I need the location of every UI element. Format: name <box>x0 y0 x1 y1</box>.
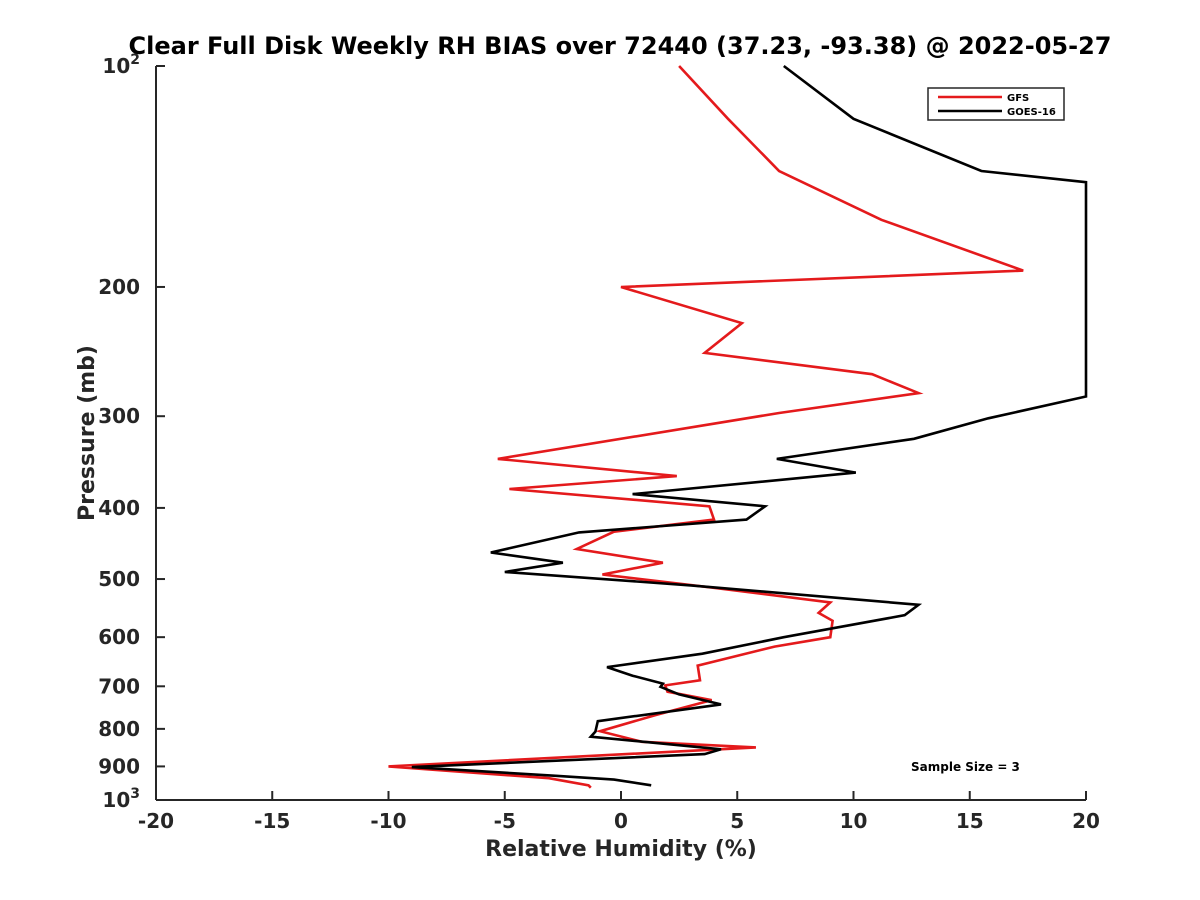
series-line-gfs <box>388 65 1024 789</box>
series-line-goes16 <box>411 64 1088 787</box>
y-tick-label: 600 <box>98 625 140 649</box>
x-tick-label: -5 <box>494 809 516 833</box>
y-tick-label: 800 <box>98 717 140 741</box>
series-layer <box>388 64 1088 789</box>
x-tick-label: 15 <box>956 809 984 833</box>
x-tick-label: -20 <box>138 809 174 833</box>
x-tick-label: 10 <box>840 809 868 833</box>
x-tick-label: 0 <box>614 809 628 833</box>
x-tick-label: -10 <box>370 809 406 833</box>
chart-title: Clear Full Disk Weekly RH BIAS over 7244… <box>129 32 1112 60</box>
x-axis-label: Relative Humidity (%) <box>485 837 757 862</box>
y-axis-label: Pressure (mb) <box>75 345 100 521</box>
y-tick-label: 900 <box>98 754 140 778</box>
sample-size-annotation: Sample Size = 3 <box>911 760 1020 774</box>
x-tick-label: 5 <box>730 809 744 833</box>
legend-box <box>927 87 1065 121</box>
legend: GFS GOES-16 <box>927 87 1065 121</box>
x-tick-label: 20 <box>1072 809 1100 833</box>
legend-label-gfs: GFS <box>1007 93 1029 104</box>
y-tick-label: 300 <box>98 404 140 428</box>
y-tick-label: 200 <box>98 275 140 299</box>
legend-label-goes16: GOES-16 <box>1007 107 1056 118</box>
y-tick-label: 500 <box>98 567 140 591</box>
y-tick-label: 400 <box>98 496 140 520</box>
x-ticks: -20 -15 -10 -5 0 5 10 15 20 <box>138 791 1100 833</box>
y-tick-label: 700 <box>98 674 140 698</box>
x-tick-label: -15 <box>254 809 290 833</box>
